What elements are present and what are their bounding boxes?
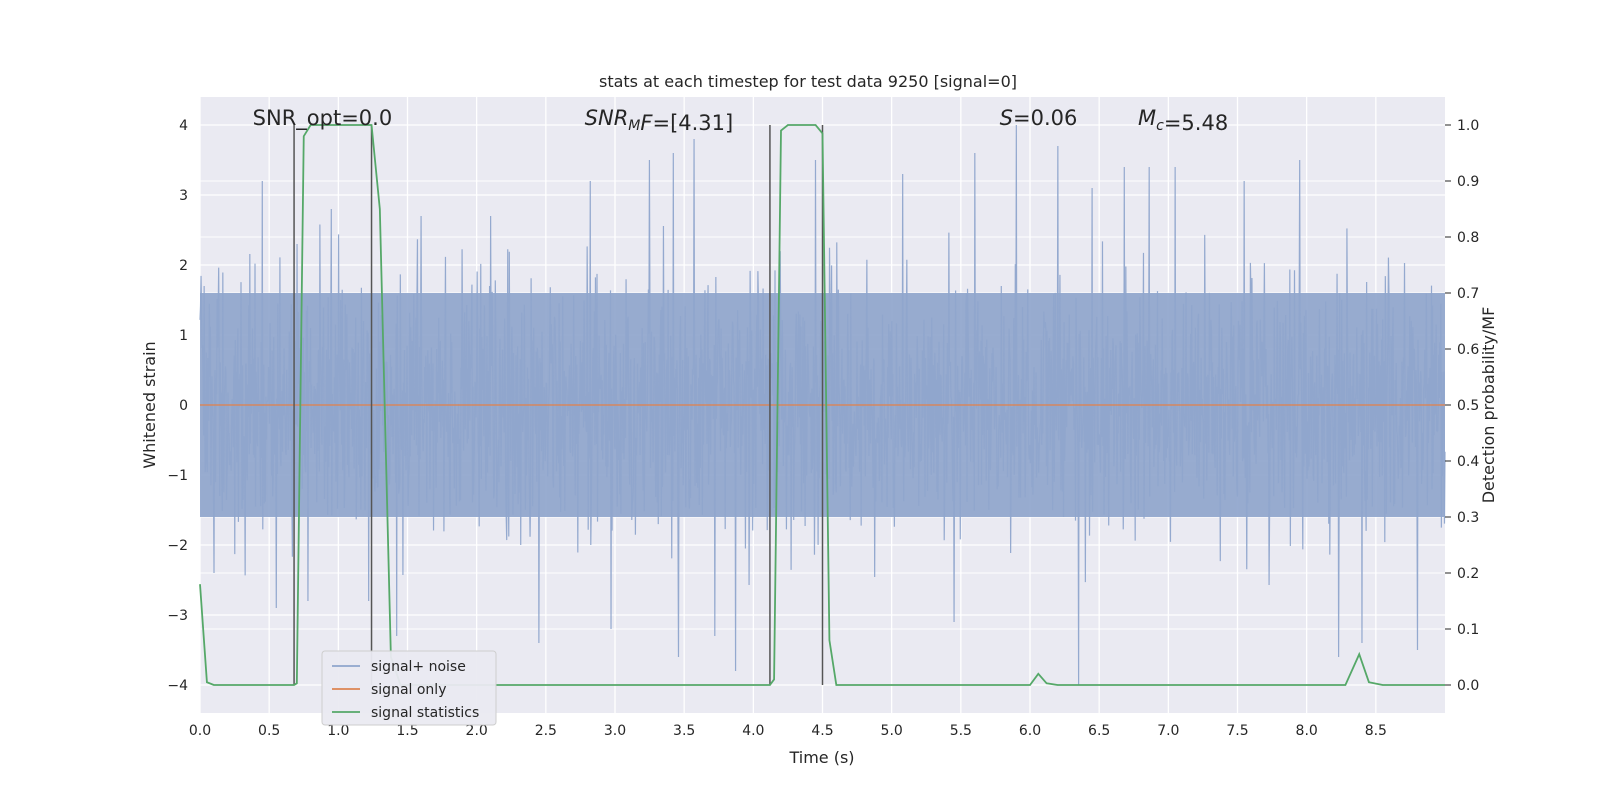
x-tick-label: 3.0	[604, 723, 626, 739]
x-tick-label: 0.5	[258, 723, 280, 739]
x-tick-label: 1.5	[396, 723, 418, 739]
x-tick-label: 2.0	[466, 723, 488, 739]
chart-title: stats at each timestep for test data 925…	[599, 72, 1017, 91]
x-tick-label: 3.5	[673, 723, 695, 739]
y2-tick-label: 0.0	[1457, 678, 1479, 694]
signal-statistics-line	[199, 124, 1445, 686]
annotation: Mc=5.48	[1138, 106, 1228, 135]
y2-axis-label: Detection probability/MF	[1479, 307, 1498, 504]
annotation: S=0.06	[1000, 106, 1078, 130]
y2-tick-label: 1.0	[1457, 118, 1479, 134]
x-tick-label: 5.5	[950, 723, 972, 739]
y-tick-label: −1	[167, 468, 188, 484]
x-tick-label: 5.0	[881, 723, 903, 739]
legend-box	[321, 650, 497, 726]
x-tick-label: 8.0	[1296, 723, 1318, 739]
series-signal-statistics	[199, 124, 1445, 686]
x-tick-label: 6.5	[1088, 723, 1110, 739]
y-tick-label: 2	[179, 258, 188, 274]
y2-tick-label: 0.6	[1457, 342, 1479, 358]
x-tick-label: 7.0	[1157, 723, 1179, 739]
y2-tick-label: 0.4	[1457, 454, 1479, 470]
x-tick-label: 8.5	[1365, 723, 1387, 739]
y-axis-ticks: −4 −3 −2 −1 0 1 2 3 4	[167, 118, 188, 694]
legend: signal+ noise signal only signal statistic…	[321, 650, 497, 726]
x-tick-label: 0.0	[189, 723, 211, 739]
y2-tick-label: 0.9	[1457, 174, 1479, 190]
y2-tick-label: 0.2	[1457, 566, 1479, 582]
x-tick-label: 6.0	[1019, 723, 1041, 739]
y2-tick-label: 0.8	[1457, 230, 1479, 246]
x-tick-label: 4.5	[811, 723, 833, 739]
x-tick-label: 1.0	[327, 723, 349, 739]
y-tick-label: −3	[167, 608, 188, 624]
y-tick-label: 1	[179, 328, 188, 344]
x-axis-ticks: 0.0 0.5 1.0 1.5 2.0 2.5 3.0 3.5 4.0 4.5 5.0 5.5 6.0 6…	[189, 723, 1387, 739]
y2-tick-label: 0.3	[1457, 510, 1479, 526]
legend-entry: signal statistics	[371, 705, 479, 721]
annotations: SNR_opt=0.0 SNRMF=[4.31] S=0.06 Mc=5.48	[253, 106, 1229, 135]
y-tick-label: 3	[179, 188, 188, 204]
y2-tick-label: 0.1	[1457, 622, 1479, 638]
y-tick-label: 4	[179, 118, 188, 134]
annotation: SNRMF=[4.31]	[585, 106, 734, 135]
y-tick-label: −2	[167, 538, 188, 554]
x-tick-label: 7.5	[1226, 723, 1248, 739]
legend-entry: signal+ noise	[371, 659, 466, 675]
x-tick-label: 2.5	[535, 723, 557, 739]
y2-axis-ticks: 0.0 0.1 0.2 0.3 0.4 0.5 0.6 0.7 0.8 0.9 1.0	[1445, 118, 1479, 694]
legend-entry: signal only	[371, 682, 446, 698]
event-markers	[293, 125, 824, 685]
x-axis-label: Time (s)	[788, 748, 854, 767]
y-tick-label: −4	[167, 678, 188, 694]
y-tick-label: 0	[179, 398, 188, 414]
y-axis-label: Whitened strain	[140, 341, 159, 468]
x-tick-label: 4.0	[742, 723, 764, 739]
y2-tick-label: 0.5	[1457, 398, 1479, 414]
y2-tick-label: 0.7	[1457, 286, 1479, 302]
annotation: SNR_opt=0.0	[253, 106, 393, 131]
